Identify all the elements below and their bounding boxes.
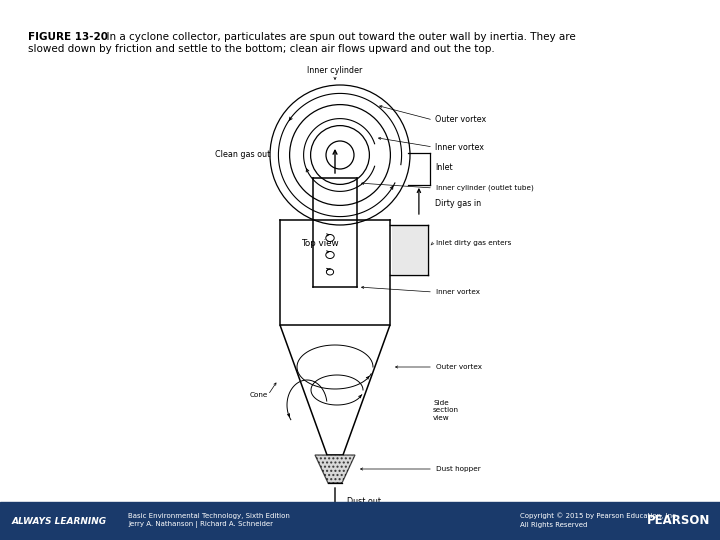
- Polygon shape: [315, 455, 355, 483]
- Text: Cone: Cone: [250, 392, 268, 398]
- Text: Inner cylinder: Inner cylinder: [307, 66, 363, 75]
- Text: slowed down by friction and settle to the bottom; clean air flows upward and out: slowed down by friction and settle to th…: [28, 44, 495, 54]
- Text: Inlet dirty gas enters: Inlet dirty gas enters: [436, 240, 511, 246]
- Text: Outer vortex: Outer vortex: [435, 116, 486, 125]
- Text: FIGURE 13-20: FIGURE 13-20: [28, 32, 108, 42]
- Text: Basic Environmental Technology, Sixth Edition
Jerry A. Nathanson | Richard A. Sc: Basic Environmental Technology, Sixth Ed…: [128, 512, 290, 528]
- Bar: [392, 226, 427, 274]
- Text: Dirty gas in: Dirty gas in: [435, 199, 481, 207]
- Text: Side
section
view: Side section view: [433, 400, 459, 421]
- Text: Inner vortex: Inner vortex: [435, 143, 484, 152]
- Text: Outer vortex: Outer vortex: [436, 364, 482, 370]
- Text: Dust hopper: Dust hopper: [436, 466, 481, 472]
- Text: In a cyclone collector, particulates are spun out toward the outer wall by inert: In a cyclone collector, particulates are…: [100, 32, 576, 42]
- Text: Copyright © 2015 by Pearson Education, Inc
All Rights Reserved: Copyright © 2015 by Pearson Education, I…: [520, 512, 676, 528]
- Text: ALWAYS LEARNING: ALWAYS LEARNING: [12, 516, 107, 525]
- Text: Inlet: Inlet: [435, 163, 453, 172]
- Text: Inner vortex: Inner vortex: [436, 289, 480, 295]
- Text: Inner cylinder (outlet tube): Inner cylinder (outlet tube): [436, 185, 534, 191]
- Text: Clean gas out: Clean gas out: [215, 150, 270, 159]
- Text: Top view: Top view: [301, 239, 339, 248]
- Text: Dust out: Dust out: [347, 496, 381, 505]
- Text: PEARSON: PEARSON: [647, 515, 710, 528]
- Bar: [0, 502, 720, 540]
